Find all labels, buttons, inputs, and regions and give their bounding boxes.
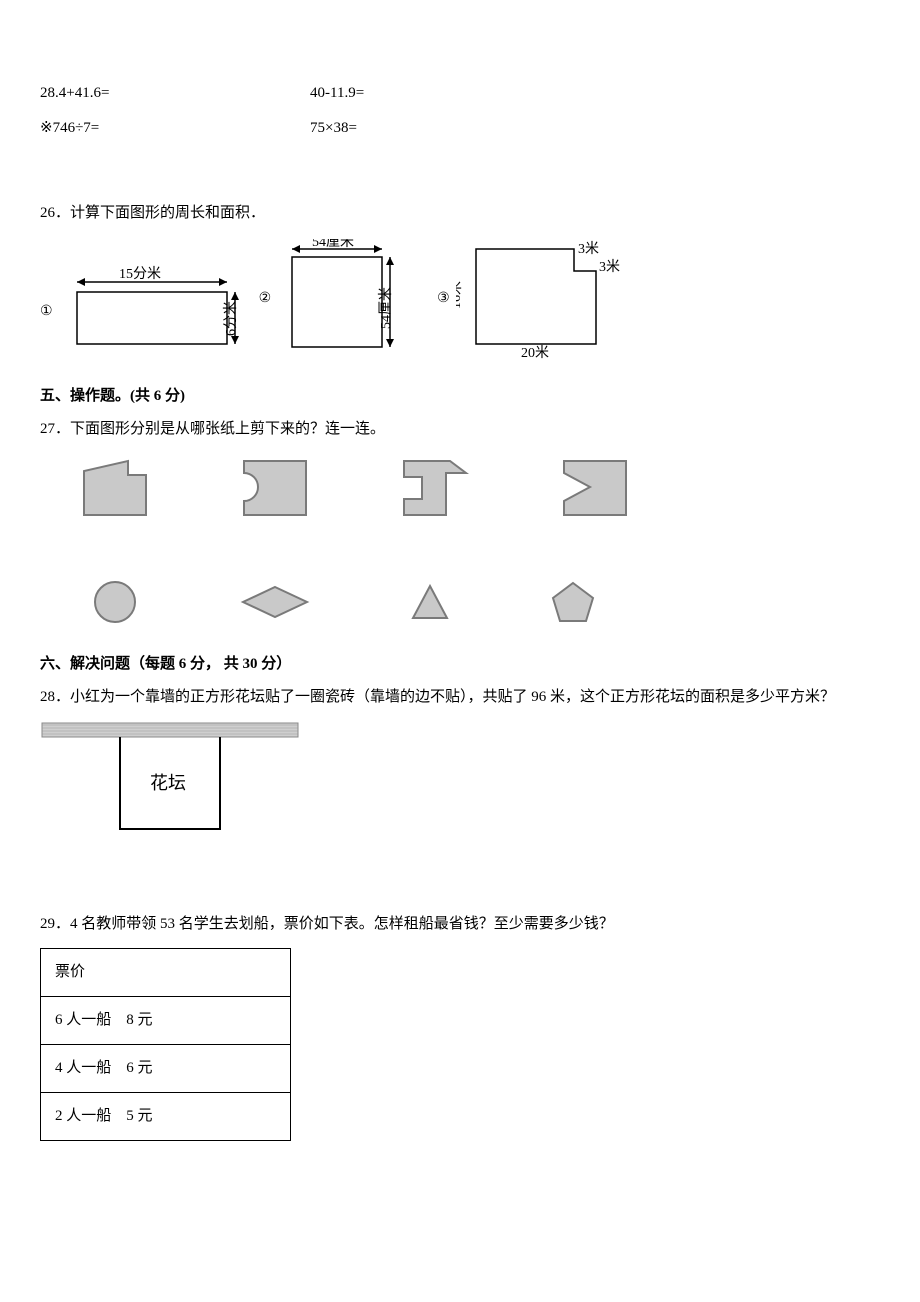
section5-title: 五、操作题。(共 6 分) (40, 383, 880, 410)
calc-row-2: ※746÷7= 75×38= (40, 115, 880, 142)
fig2-w-label: 54厘米 (312, 239, 354, 250)
table-row: 4 人一船 6 元 (41, 1045, 291, 1093)
q28-text: 28．小红为一个靠墙的正方形花坛贴了一圈瓷砖（靠墙的边不贴），共贴了 96 米，… (40, 684, 880, 711)
diamond-icon (240, 584, 310, 620)
q27-bottom-shapes (90, 577, 880, 627)
fig2-num: ② (259, 286, 272, 311)
calc-cell: ※746÷7= (40, 115, 310, 142)
cut-shape-3 (400, 457, 470, 517)
q26-figures: ① 15分米 6分米 ② 54厘米 54厘米 ③ (40, 239, 880, 359)
fig3-bottom-label: 20米 (521, 345, 549, 359)
q26-fig3: ③ 16米 3米 3米 20米 (437, 239, 626, 359)
q27-top-shapes (80, 457, 880, 517)
calc-cell: 40-11.9= (310, 80, 580, 107)
fig1-w-label: 15分米 (119, 266, 161, 282)
q28-figure: 花坛 (40, 721, 880, 841)
q27-text: 27．下面图形分别是从哪张纸上剪下来的？连一连。 (40, 416, 880, 443)
triangle-icon (410, 583, 450, 621)
boat-price-table: 票价 6 人一船 8 元 4 人一船 6 元 2 人一船 5 元 (40, 948, 291, 1141)
table-row: 6 人一船 8 元 (41, 997, 291, 1045)
flower-label: 花坛 (150, 773, 186, 793)
fig2-svg: 54厘米 54厘米 (277, 239, 417, 359)
table-row: 2 人一船 5 元 (41, 1093, 291, 1141)
fig1-svg: 15分米 6分米 (59, 264, 239, 359)
q26-fig2: ② 54厘米 54厘米 (259, 239, 418, 359)
q26-fig1: ① 15分米 6分米 (40, 264, 239, 359)
calc-cell: 75×38= (310, 115, 580, 142)
fig3-top2-label: 3米 (599, 259, 620, 275)
fig3-top1-label: 3米 (578, 241, 599, 257)
q29-text: 29．4 名教师带领 53 名学生去划船，票价如下表。怎样租船最省钱？至少需要多… (40, 911, 880, 938)
fig1-num: ① (40, 299, 53, 324)
fig3-svg: 16米 3米 3米 20米 (456, 239, 626, 359)
section6-title: 六、解决问题（每题 6 分， 共 30 分） (40, 651, 880, 678)
pentagon-icon (550, 580, 596, 624)
calc-cell: 28.4+41.6= (40, 80, 310, 107)
fig3-left-label: 16米 (456, 281, 464, 309)
fig2-h-label: 54厘米 (378, 287, 394, 329)
fig3-num: ③ (437, 286, 450, 311)
cut-shape-4 (560, 457, 630, 517)
q26-text: 26．计算下面图形的周长和面积． (40, 200, 880, 227)
circle-icon (90, 577, 140, 627)
cut-shape-2 (240, 457, 310, 517)
cut-shape-1 (80, 457, 150, 517)
fig1-h-label: 6分米 (223, 301, 239, 336)
calc-row-1: 28.4+41.6= 40-11.9= (40, 80, 880, 107)
table-header: 票价 (41, 949, 291, 997)
flower-svg: 花坛 (40, 721, 300, 841)
